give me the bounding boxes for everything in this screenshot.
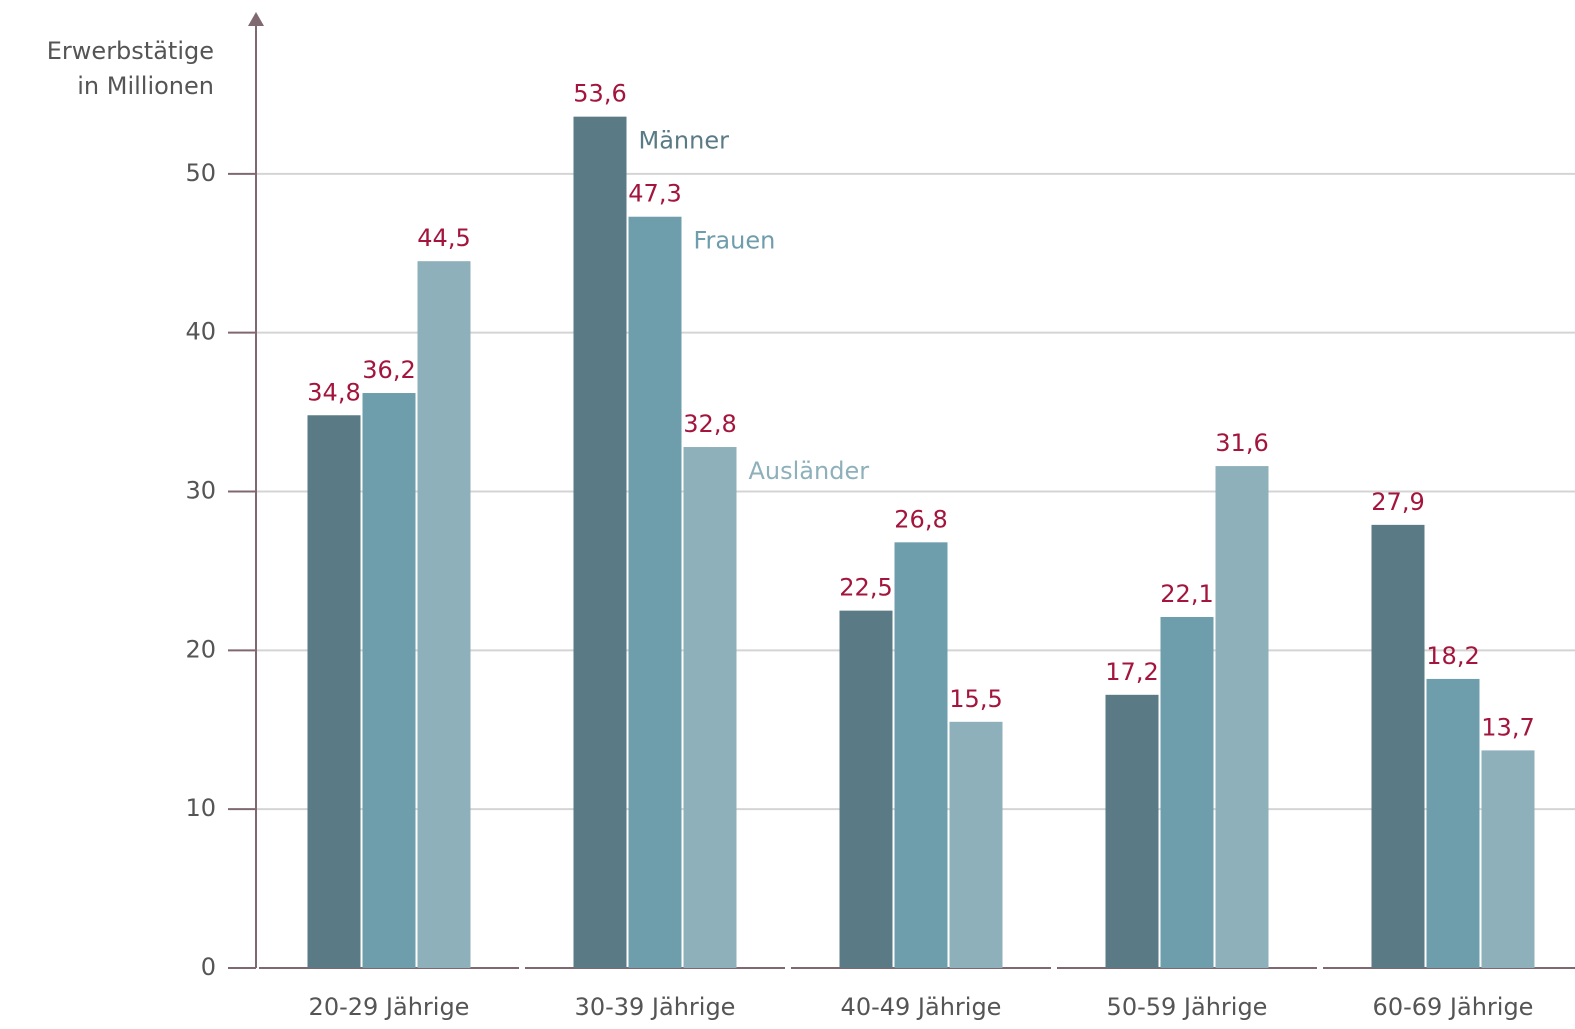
bar <box>628 216 682 969</box>
value-label: 32,8 <box>683 410 736 438</box>
bar <box>307 415 361 968</box>
bar <box>1426 678 1480 968</box>
value-label: 13,7 <box>1481 713 1534 741</box>
value-label: 22,1 <box>1160 580 1213 608</box>
legend-label: Ausländer <box>749 457 870 485</box>
bar <box>1371 524 1425 968</box>
bar <box>1105 694 1159 968</box>
value-label: 47,3 <box>628 180 681 208</box>
y-tick-label: 0 <box>201 953 216 981</box>
legend-label: Männer <box>639 127 730 155</box>
value-label: 26,8 <box>894 505 947 533</box>
bar <box>683 447 737 968</box>
y-tick-label: 40 <box>185 318 216 346</box>
bar <box>573 116 627 969</box>
y-tick-label: 20 <box>185 635 216 663</box>
x-tick-label: 60-69 Jährige <box>1373 993 1534 1021</box>
x-tick-label: 40-49 Jährige <box>841 993 1002 1021</box>
value-label: 18,2 <box>1426 642 1479 670</box>
x-tick-label: 50-59 Jährige <box>1107 993 1268 1021</box>
bar <box>1160 616 1214 968</box>
y-tick-label: 10 <box>185 794 216 822</box>
value-label: 27,9 <box>1371 488 1424 516</box>
value-label: 17,2 <box>1105 658 1158 686</box>
value-label: 36,2 <box>362 356 415 384</box>
value-label: 31,6 <box>1215 429 1268 457</box>
value-label: 53,6 <box>573 80 626 108</box>
y-tick-label: 30 <box>185 477 216 505</box>
bar <box>894 542 948 968</box>
value-label: 15,5 <box>949 685 1002 713</box>
x-tick-label: 20-29 Jährige <box>309 993 470 1021</box>
y-axis-title: in Millionen <box>77 72 214 100</box>
value-label: 34,8 <box>307 378 360 406</box>
bar <box>839 610 893 968</box>
value-label: 44,5 <box>417 224 470 252</box>
y-axis-title: Erwerbstätige <box>47 37 214 65</box>
legend-label: Frauen <box>694 227 776 255</box>
bar <box>362 393 416 969</box>
value-label: 22,5 <box>839 574 892 602</box>
y-tick-label: 50 <box>185 159 216 187</box>
y-axis-arrow <box>248 12 264 26</box>
bar <box>1481 750 1535 968</box>
bar <box>949 721 1003 968</box>
bar <box>1215 466 1269 968</box>
bar <box>417 261 471 969</box>
x-tick-label: 30-39 Jährige <box>575 993 736 1021</box>
